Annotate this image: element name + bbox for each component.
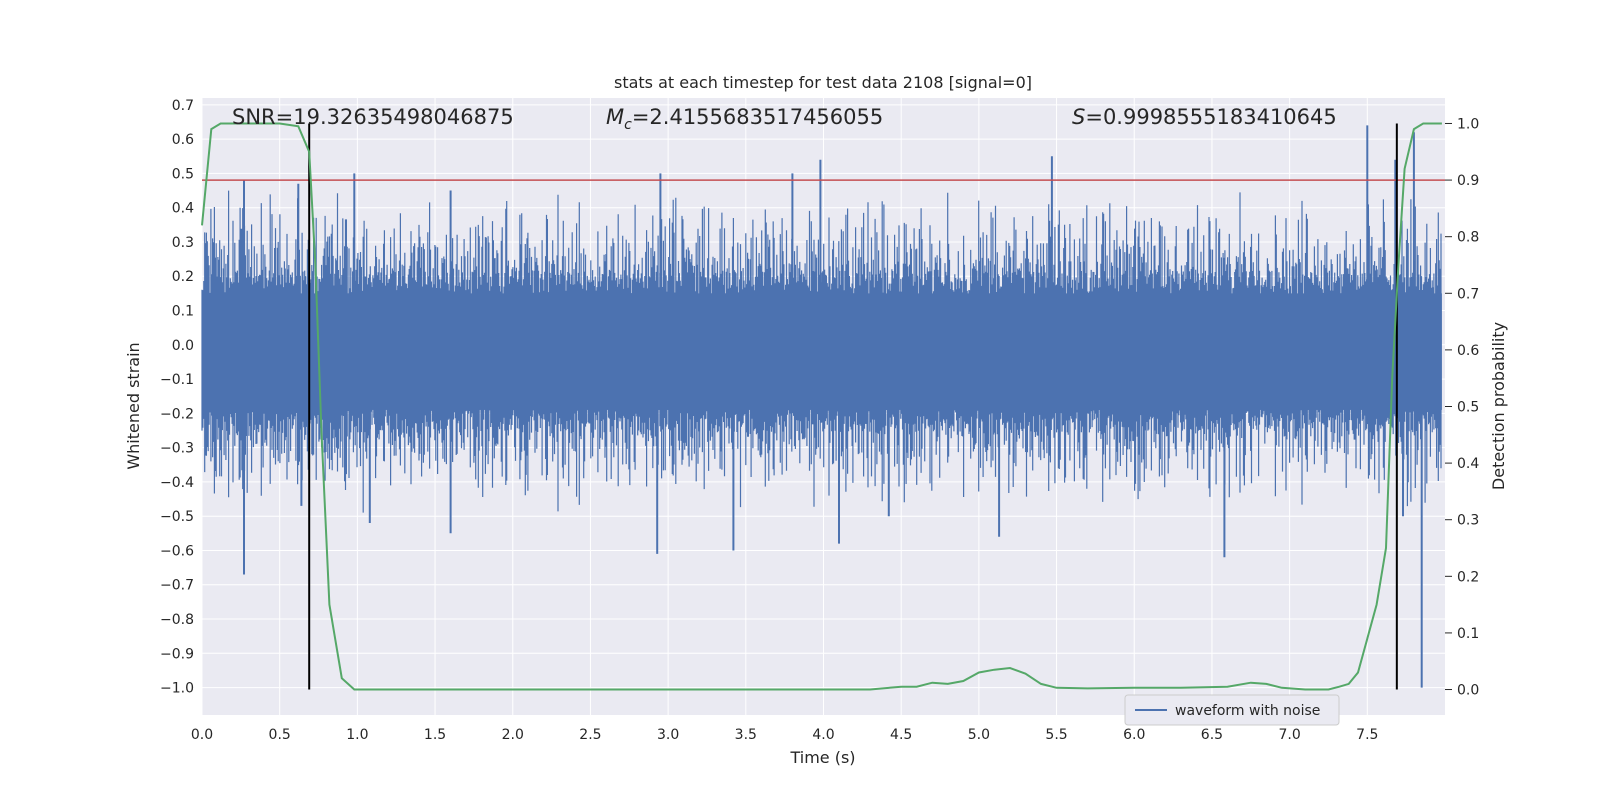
y-tick-label: −1.0 xyxy=(160,681,194,697)
y-tick-label: −0.1 xyxy=(160,372,194,388)
x-tick-label: 6.0 xyxy=(1123,727,1145,743)
y-tick-label: 0.0 xyxy=(172,338,194,354)
y-tick-label: 0.7 xyxy=(172,98,194,114)
x-axis-label: Time (s) xyxy=(789,748,855,767)
y-right-tick-label: 0.0 xyxy=(1457,683,1479,699)
y-tick-label: −0.5 xyxy=(160,509,194,525)
y-tick-label: −0.9 xyxy=(160,646,194,662)
y-tick-label: −0.6 xyxy=(160,543,194,559)
chart-title: stats at each timestep for test data 210… xyxy=(614,73,1032,92)
y-tick-label: −0.7 xyxy=(160,578,194,594)
snr-annotation: SNR=19.32635498046875 xyxy=(232,105,514,129)
score-annotation: S=0.9998555183410645 xyxy=(1072,105,1337,129)
y-tick-label: −0.3 xyxy=(160,441,194,457)
y-right-tick-label: 0.5 xyxy=(1457,400,1479,416)
y-right-tick-labels: 1.0 0.9 0.8 0.7 0.6 0.5 0.4 0.3 0.2 0.1 0.0 xyxy=(1445,116,1479,699)
y-tick-label: 0.3 xyxy=(172,235,194,251)
y-tick-labels: 0.7 0.6 0.5 0.4 0.3 0.2 0.1 0.0 −0.1 −0.2 −0.3 −0.4… xyxy=(160,98,194,697)
x-tick-label: 3.5 xyxy=(735,727,757,743)
y-tick-label: 0.6 xyxy=(172,132,194,148)
x-tick-label: 2.0 xyxy=(502,727,524,743)
y-right-tick-label: 0.7 xyxy=(1457,286,1479,302)
mc-symbol: M xyxy=(606,105,624,129)
detection-probability-line xyxy=(201,122,1442,691)
y-tick-label: 0.1 xyxy=(172,304,194,320)
marker-lines xyxy=(308,123,1398,690)
x-tick-label: 5.0 xyxy=(968,727,990,743)
legend-label: waveform with noise xyxy=(1175,703,1320,719)
y-tick-label: 0.2 xyxy=(172,269,194,285)
y-tick-label: 0.4 xyxy=(172,201,194,217)
x-tick-label: 3.0 xyxy=(657,727,679,743)
y-right-tick-label: 0.1 xyxy=(1457,626,1479,642)
y-tick-label: 0.5 xyxy=(172,166,194,182)
y-tick-label: −0.8 xyxy=(160,612,194,628)
legend-box xyxy=(1124,694,1340,726)
x-tick-label: 5.5 xyxy=(1045,727,1067,743)
x-tick-label: 7.0 xyxy=(1278,727,1300,743)
x-tick-label: 4.5 xyxy=(890,727,912,743)
legend: waveform with noise xyxy=(1124,694,1340,726)
mc-value: =2.4155683517456055 xyxy=(632,105,883,129)
x-tick-label: 7.5 xyxy=(1356,727,1378,743)
y-right-axis-label: Detection probability xyxy=(1489,322,1508,490)
waveform-trace xyxy=(201,190,1442,513)
y-right-tick-label: 0.4 xyxy=(1457,456,1479,472)
x-tick-label: 1.5 xyxy=(424,727,446,743)
mc-subscript: c xyxy=(624,117,632,133)
y-axis-label: Whitened strain xyxy=(124,342,143,469)
waveform-spikes xyxy=(243,125,1423,688)
waveform-series xyxy=(201,125,1442,688)
x-tick-labels: 0.0 0.5 1.0 1.5 2.0 2.5 3.0 3.5 4.0 4.5 5.0 5.5 6.0 6… xyxy=(191,727,1379,743)
s-symbol: S xyxy=(1072,105,1085,129)
y-tick-label: −0.4 xyxy=(160,475,194,491)
s-value: =0.9998555183410645 xyxy=(1085,105,1336,129)
y-tick-label: −0.2 xyxy=(160,406,194,422)
x-tick-label: 0.0 xyxy=(191,727,213,743)
x-tick-label: 4.0 xyxy=(812,727,834,743)
y-right-tick-label: 0.2 xyxy=(1457,569,1479,585)
y-right-tick-label: 0.6 xyxy=(1457,343,1479,359)
y-right-tick-label: 0.9 xyxy=(1457,173,1479,189)
x-tick-label: 1.0 xyxy=(346,727,368,743)
x-tick-label: 6.5 xyxy=(1201,727,1223,743)
x-tick-label: 0.5 xyxy=(269,727,291,743)
chirp-mass-annotation: Mc=2.4155683517456055 xyxy=(606,105,883,133)
y-right-tick-label: 0.8 xyxy=(1457,230,1479,246)
y-right-tick-label: 1.0 xyxy=(1457,116,1479,132)
y-right-tick-label: 0.3 xyxy=(1457,513,1479,529)
x-tick-label: 2.5 xyxy=(579,727,601,743)
